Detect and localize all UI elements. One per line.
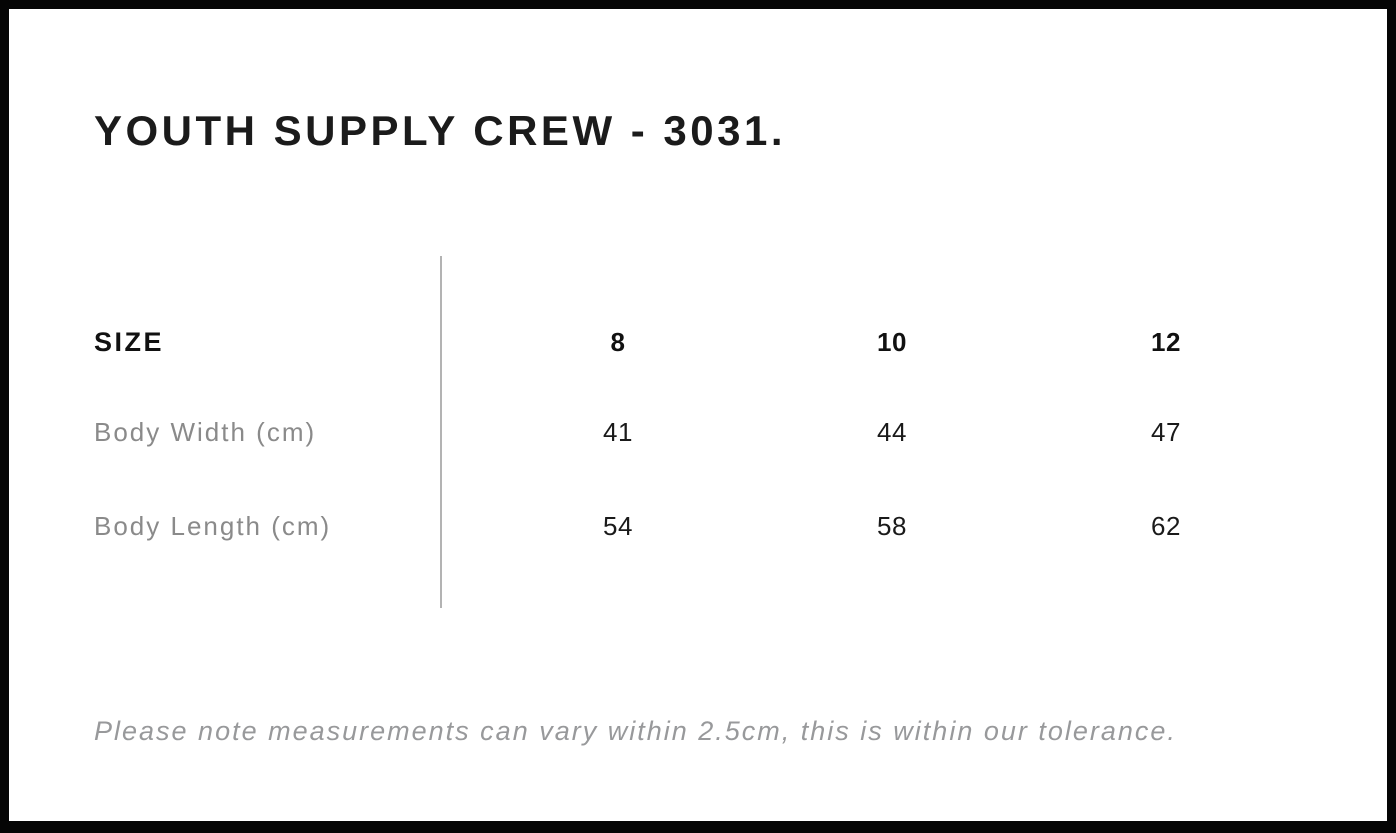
size-header-12: 12 — [1151, 327, 1181, 357]
body-width-size-10: 44 — [877, 417, 907, 447]
body-length-size-12: 62 — [1151, 511, 1181, 541]
size-column-header: SIZE — [94, 327, 165, 357]
size-header-10: 10 — [877, 327, 907, 357]
table-column-divider — [440, 256, 442, 608]
tolerance-note: Please note measurements can vary within… — [94, 716, 1177, 746]
body-length-size-8: 54 — [603, 511, 633, 541]
size-header-8: 8 — [610, 327, 626, 357]
table-row-body-width: Body Width (cm) 41 44 47 — [94, 418, 1303, 446]
body-width-size-8: 41 — [603, 417, 633, 447]
body-length-size-10: 58 — [877, 511, 907, 541]
page-title: YOUTH SUPPLY CREW - 3031. — [94, 107, 787, 154]
size-chart-header-row: SIZE 8 10 12 — [94, 328, 1303, 356]
size-chart-table: SIZE 8 10 12 Body Width (cm) 41 44 47 Bo… — [94, 256, 1303, 540]
row-label-body-length: Body Length (cm) — [94, 511, 332, 541]
row-label-body-width: Body Width (cm) — [94, 417, 317, 447]
table-row-body-length: Body Length (cm) 54 58 62 — [94, 512, 1303, 540]
body-width-size-12: 47 — [1151, 417, 1181, 447]
